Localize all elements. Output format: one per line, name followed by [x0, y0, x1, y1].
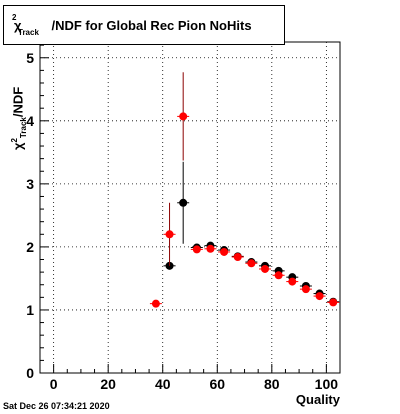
tick-layer: 0 20 40 60 80 100 0 1 2 3 4 5: [26, 44, 341, 392]
y-tick-label: 0: [26, 365, 34, 381]
ylabel-subscript: Track: [18, 117, 28, 139]
x-tick-label: 60: [209, 376, 225, 392]
x-tick-label: 20: [100, 376, 116, 392]
data-point: [288, 277, 297, 286]
plot-frame: [39, 41, 341, 374]
x-tick-label: 80: [264, 376, 280, 392]
title-box: 2 Track χ/NDF for Global Rec Pion NoHits: [3, 5, 285, 45]
grid-layer: [40, 42, 340, 374]
data-point: [247, 259, 256, 268]
data-point: [315, 292, 324, 301]
x-tick-label: 100: [315, 376, 339, 392]
title-subscript: Track: [18, 28, 39, 37]
marks-layer: [149, 72, 340, 308]
ylabel-symbol: χ: [10, 142, 26, 150]
x-tick-label: 0: [50, 376, 58, 392]
data-point: [206, 244, 215, 253]
data-point: [274, 271, 283, 280]
data-point: [261, 264, 269, 273]
y-tick-label: 5: [26, 50, 34, 66]
y-tick-label: 1: [26, 302, 34, 318]
y-tick-label: 3: [26, 176, 34, 192]
data-point: [233, 252, 242, 261]
data-point: [165, 230, 174, 239]
y-axis-label: χ2Track/NDF: [10, 87, 28, 150]
x-axis-label: Quality: [295, 392, 340, 407]
data-point: [151, 299, 160, 308]
data-point: [329, 298, 338, 307]
title-symbol: χ: [14, 18, 22, 33]
data-point: [179, 198, 188, 207]
title-rest: /NDF for Global Rec Pion NoHits: [51, 18, 252, 33]
title-superscript: 2: [12, 13, 17, 22]
x-tick-label: 40: [155, 376, 171, 392]
data-point: [192, 245, 201, 254]
y-tick-label: 4: [26, 113, 34, 129]
y-tick-label: 2: [26, 239, 34, 255]
data-point: [301, 285, 310, 294]
timestamp: Sat Dec 26 07:34:21 2020: [3, 401, 110, 411]
ylabel-superscript: 2: [10, 138, 19, 143]
ylabel-rest: /NDF: [10, 86, 26, 118]
data-point: [179, 112, 188, 121]
data-point: [220, 247, 229, 256]
chart-title: χ/NDF for Global Rec Pion NoHits: [14, 18, 252, 33]
